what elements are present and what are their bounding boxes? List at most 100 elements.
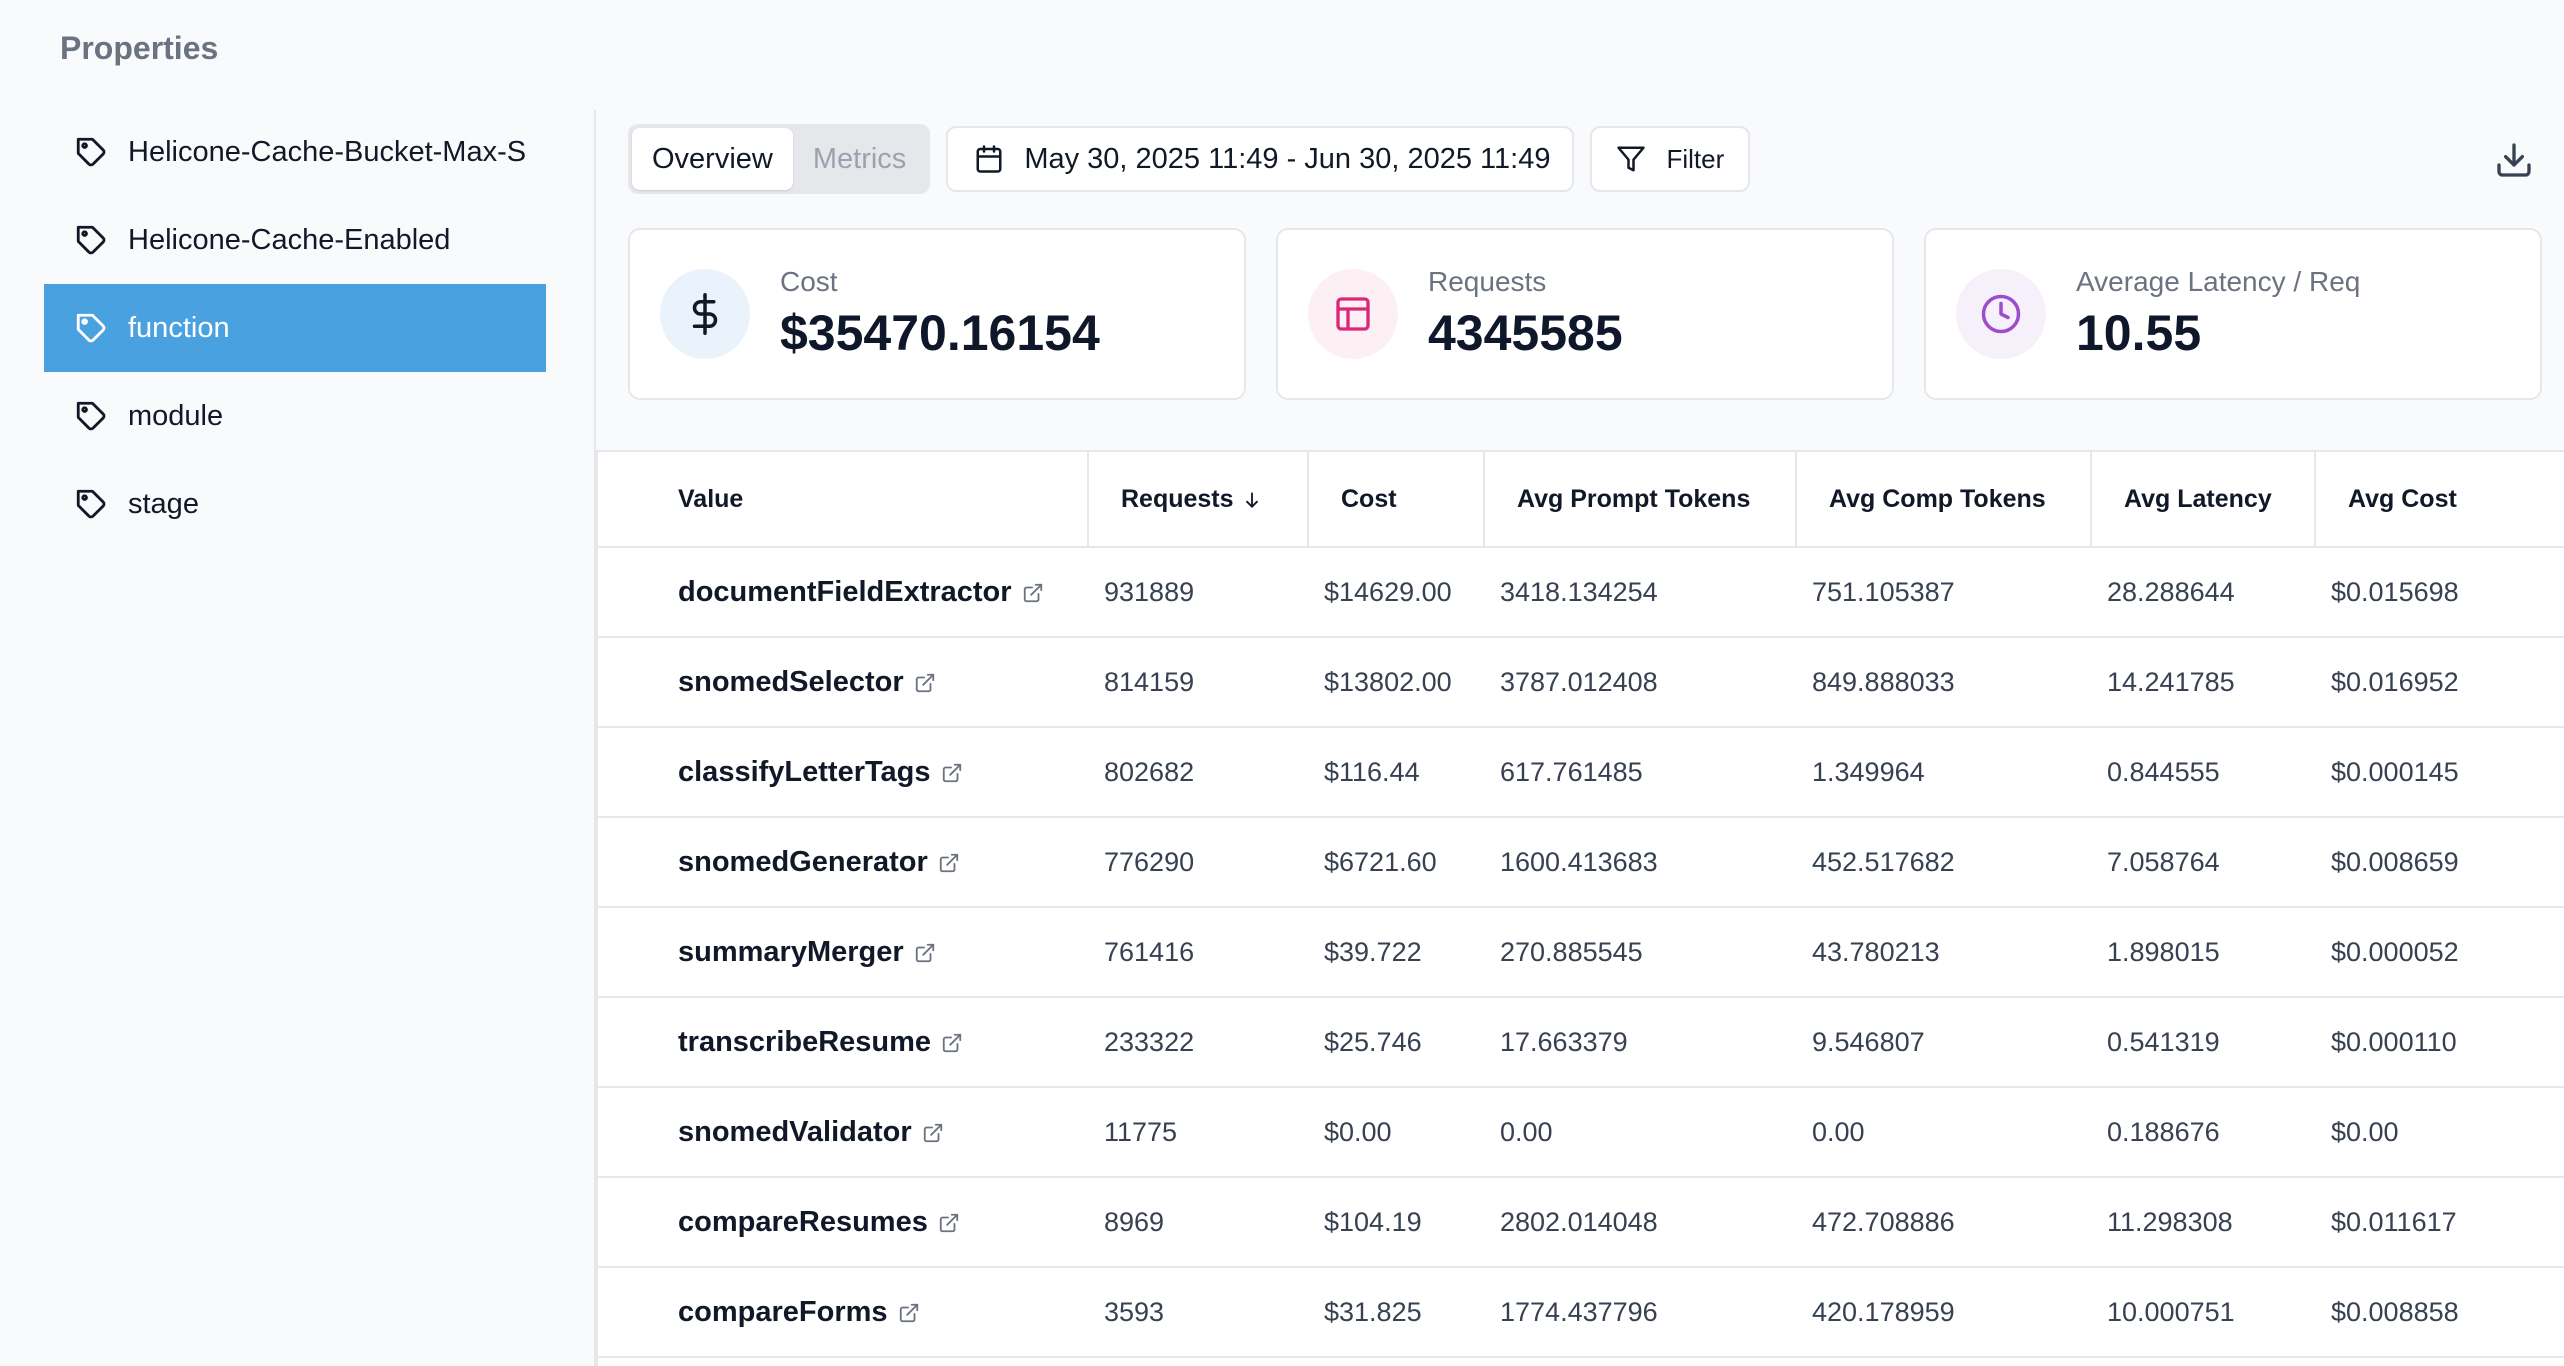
tag-icon [76,401,106,431]
row-value-label: transcribeResume [678,1025,932,1058]
cell-value[interactable]: compareForms [598,1267,1088,1358]
external-link-icon[interactable] [914,942,936,964]
properties-title: Properties [60,30,219,66]
card-label: Average Latency / Req [2076,266,2361,297]
table-row[interactable]: documentFieldExtractor 931889 $14629.00 341… [598,547,2564,638]
row-value-label: snomedGenerator [678,845,928,878]
date-range-picker[interactable]: May 30, 2025 11:49 - Jun 30, 2025 11:49 [946,126,1575,192]
sidebar-item-stage[interactable]: stage [44,460,546,548]
sidebar-item-label: module [128,399,224,432]
cell-requests: 11775 [1088,1087,1308,1178]
table-row[interactable]: compareForms 3593 $31.825 1774.437796 420.17… [598,1267,2564,1358]
sidebar-item-function[interactable]: function [44,284,546,372]
card-label: Cost [780,266,838,297]
cell-avg-comp-tokens: 9.546807 [1796,997,2091,1088]
filter-label: Filter [1666,143,1725,174]
table-row[interactable]: summaryMerger 761416 $39.722 270.885545 43.7… [598,907,2564,998]
cell-avg-latency: 14.241785 [2091,637,2315,728]
external-link-icon[interactable] [898,1302,920,1324]
external-link-icon[interactable] [941,1032,963,1054]
cell-requests: 931889 [1088,547,1308,638]
cell-avg-latency: 28.288644 [2091,547,2315,638]
sidebar-item-label: Helicone-Cache-Bucket-Max-S [128,135,527,168]
dollar-icon [660,269,750,359]
cell-avg-cost: $0.011617 [2315,1177,2564,1268]
cell-requests: 8969 [1088,1177,1308,1268]
cell-avg-latency: 0.188676 [2091,1087,2315,1178]
column-header-requests[interactable]: Requests [1088,452,1309,548]
cell-avg-latency: 7.058764 [2091,817,2315,908]
property-sidebar: Helicone-Cache-Bucket-Max-S Helicone-Cac… [44,108,546,548]
external-link-icon[interactable] [914,672,936,694]
external-link-icon[interactable] [922,1122,944,1144]
clock-icon [1956,269,2046,359]
cell-value[interactable]: compareResumes [598,1177,1088,1268]
cell-cost: $31.825 [1308,1267,1484,1358]
table-row[interactable]: snomedValidator 11775 $0.00 0.00 0.00 0.18867… [598,1087,2564,1178]
card-label: Requests [1428,266,1547,297]
filter-icon [1617,146,1646,172]
cell-avg-latency: 1.898015 [2091,907,2315,998]
row-value-label: summaryMerger [678,935,904,968]
cell-avg-latency: 0.844555 [2091,727,2315,818]
cell-avg-comp-tokens: 1.349964 [1796,727,2091,818]
sidebar-item-helicone-cache-enabled[interactable]: Helicone-Cache-Enabled [44,196,546,284]
cell-avg-prompt-tokens: 17.663379 [1484,997,1796,1088]
calendar-icon [976,145,1002,173]
cell-avg-latency: 0.541319 [2091,997,2315,1088]
cell-requests: 233322 [1088,997,1308,1088]
tab-overview[interactable]: Overview [632,128,793,190]
cell-value[interactable]: snomedGenerator [598,817,1088,908]
cell-avg-cost: $0.000145 [2315,727,2564,818]
download-icon[interactable] [2494,140,2534,180]
table-row[interactable]: snomedSelector 814159 $13802.00 3787.012408… [598,637,2564,728]
table-row[interactable]: classifyLetterTags 802682 $116.44 617.76148… [598,727,2564,818]
row-value-label: classifyLetterTags [678,755,931,788]
column-header-cost[interactable]: Cost [1308,452,1485,548]
table-row[interactable]: snomedGenerator 776290 $6721.60 1600.413683… [598,817,2564,908]
external-link-icon[interactable] [938,1212,960,1234]
cell-value[interactable]: transcribeResume [598,997,1088,1088]
main-panel: Overview Metrics May 30, 2025 11:49 - Ju… [596,0,2564,1366]
cell-value[interactable]: summaryMerger [598,907,1088,998]
sidebar-item-helicone-cache-bucket-max-size[interactable]: Helicone-Cache-Bucket-Max-S [44,108,546,196]
external-link-icon[interactable] [938,852,960,874]
cell-value[interactable]: classifyLetterTags [598,727,1088,818]
view-tabs: Overview Metrics [628,124,931,194]
card-value: $35470.16154 [780,305,1100,361]
tag-icon [76,137,106,167]
cell-cost: $104.19 [1308,1177,1484,1268]
cell-avg-comp-tokens: 849.888033 [1796,637,2091,728]
cell-avg-prompt-tokens: 617.761485 [1484,727,1796,818]
external-link-icon[interactable] [1022,582,1044,604]
cell-value[interactable]: snomedSelector [598,637,1088,728]
cell-cost: $0.00 [1308,1087,1484,1178]
cell-value[interactable]: snomedValidator [598,1087,1088,1178]
external-link-icon[interactable] [941,762,963,784]
tag-icon [76,489,106,519]
tag-icon [76,313,106,343]
sidebar-item-label: Helicone-Cache-Enabled [128,223,451,256]
row-value-label: compareForms [678,1295,888,1328]
column-header-avg-prompt-tokens[interactable]: Avg Prompt Tokens [1484,452,1797,548]
table-row[interactable]: transcribeResume 233322 $25.746 17.663379 9.… [598,997,2564,1088]
cell-value[interactable]: documentFieldExtractor [598,547,1088,638]
requests-card: Requests 4345585 [1276,228,1894,400]
column-header-avg-cost[interactable]: Avg Cost [2315,452,2564,548]
cell-avg-prompt-tokens: 1774.437796 [1484,1267,1796,1358]
sidebar-divider [594,110,596,1366]
table-icon [1308,269,1398,359]
table-row[interactable]: compareResumes 8969 $104.19 2802.014048 472.… [598,1177,2564,1268]
tab-metrics[interactable]: Metrics [812,142,907,175]
sidebar-item-module[interactable]: module [44,372,546,460]
row-value-label: documentFieldExtractor [678,575,1012,608]
filter-button[interactable]: Filter [1590,126,1751,192]
cell-avg-cost: $0.016952 [2315,637,2564,728]
cell-avg-cost: $0.015698 [2315,547,2564,638]
column-header-value[interactable]: Value [598,452,1089,548]
cell-avg-cost: $0.000110 [2315,997,2564,1088]
column-header-label: Requests [1121,484,1234,513]
column-header-avg-latency[interactable]: Avg Latency [2091,452,2316,548]
column-header-avg-comp-tokens[interactable]: Avg Comp Tokens [1796,452,2092,548]
cell-avg-prompt-tokens: 3418.134254 [1484,547,1796,638]
